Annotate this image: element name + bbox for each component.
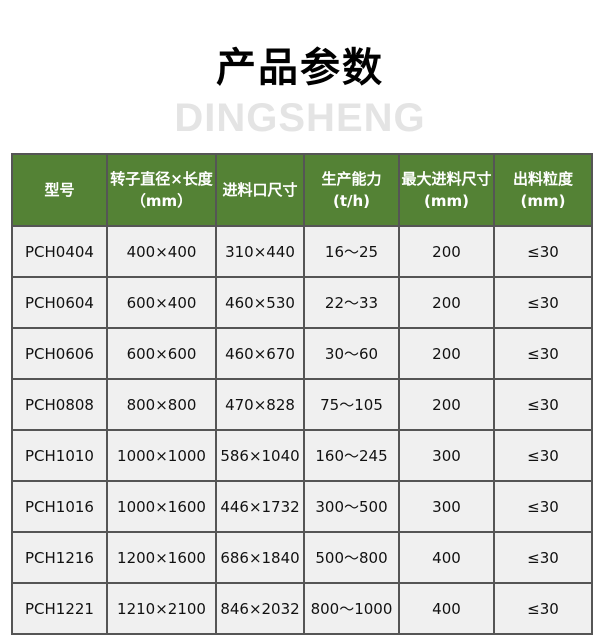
table-cell: PCH1221 (11, 582, 108, 635)
table-row: PCH1221 1210×2100 846×2032 800～1000 400 ≤30 (11, 582, 593, 635)
table-cell: ≤30 (493, 480, 593, 533)
table-cell: 470×828 (215, 378, 305, 431)
table-cell: ≤30 (493, 276, 593, 329)
table-cell: ≤30 (493, 378, 593, 431)
column-header: 转子直径×长度（mm） (106, 153, 217, 227)
page-title: 产品参数 (216, 45, 384, 91)
table-cell: PCH0808 (11, 378, 108, 431)
table-row: PCH1216 1200×1600 686×1840 500～800 400 ≤30 (11, 531, 593, 584)
table-cell: 200 (398, 276, 495, 329)
table-cell: PCH0604 (11, 276, 108, 329)
table-cell: 1000×1000 (106, 429, 217, 482)
table-cell: PCH1010 (11, 429, 108, 482)
table-cell: 460×530 (215, 276, 305, 329)
column-header: 最大进料尺寸 (mm) (398, 153, 495, 227)
table-row: PCH1016 1000×1600 446×1732 300～500 300 ≤30 (11, 480, 593, 533)
table-cell: 310×440 (215, 225, 305, 278)
table-cell: ≤30 (493, 225, 593, 278)
table-cell: 400 (398, 531, 495, 584)
table-cell: 400 (398, 582, 495, 635)
table-cell: 586×1040 (215, 429, 305, 482)
table-cell: 300 (398, 480, 495, 533)
column-header: 进料口尺寸 (215, 153, 305, 227)
table-cell: 1200×1600 (106, 531, 217, 584)
watermark: DINGSHENG (174, 96, 426, 140)
table-cell: PCH1016 (11, 480, 108, 533)
table-cell: 1210×2100 (106, 582, 217, 635)
table-cell: PCH1216 (11, 531, 108, 584)
table-cell: PCH0606 (11, 327, 108, 380)
column-header: 出料粒度(mm) (493, 153, 593, 227)
column-header: 生产能力(t/h) (303, 153, 400, 227)
table-body: PCH0404 400×400 310×440 16～25 200 ≤30 PCH0604 6… (11, 225, 593, 635)
column-header: 型号 (11, 153, 108, 227)
table-row: PCH0604 600×400 460×530 22～33 200 ≤30 (11, 276, 593, 329)
table-row: PCH1010 1000×1000 586×1040 160～245 300 ≤30 (11, 429, 593, 482)
table-cell: 500～800 (303, 531, 400, 584)
table-cell: 686×1840 (215, 531, 305, 584)
table-cell: 200 (398, 327, 495, 380)
table-row: PCH0606 600×600 460×670 30～60 200 ≤30 (11, 327, 593, 380)
table-cell: 1000×1600 (106, 480, 217, 533)
table-cell: 446×1732 (215, 480, 305, 533)
table-cell: 200 (398, 225, 495, 278)
table-cell: 22～33 (303, 276, 400, 329)
table-cell: ≤30 (493, 429, 593, 482)
table-cell: 460×670 (215, 327, 305, 380)
table-cell: 600×600 (106, 327, 217, 380)
spec-table: 型号 转子直径×长度（mm） 进料口尺寸 生产能力(t/h) 最大进料尺寸 (mm) 出料… (11, 153, 593, 635)
table-cell: 600×400 (106, 276, 217, 329)
table-cell: 300～500 (303, 480, 400, 533)
table-cell: 30～60 (303, 327, 400, 380)
table-cell: 16～25 (303, 225, 400, 278)
table-cell: ≤30 (493, 582, 593, 635)
table-cell: 160～245 (303, 429, 400, 482)
table-cell: 75～105 (303, 378, 400, 431)
table-cell: ≤30 (493, 531, 593, 584)
table-cell: 400×400 (106, 225, 217, 278)
table-cell: 300 (398, 429, 495, 482)
header-row: 型号 转子直径×长度（mm） 进料口尺寸 生产能力(t/h) 最大进料尺寸 (mm) 出料… (11, 153, 593, 227)
table-cell: 800×800 (106, 378, 217, 431)
table-cell: 800～1000 (303, 582, 400, 635)
table-cell: 846×2032 (215, 582, 305, 635)
table-row: PCH0404 400×400 310×440 16～25 200 ≤30 (11, 225, 593, 278)
table-cell: PCH0404 (11, 225, 108, 278)
table-cell: ≤30 (493, 327, 593, 380)
table-cell: 200 (398, 378, 495, 431)
table-row: PCH0808 800×800 470×828 75～105 200 ≤30 (11, 378, 593, 431)
